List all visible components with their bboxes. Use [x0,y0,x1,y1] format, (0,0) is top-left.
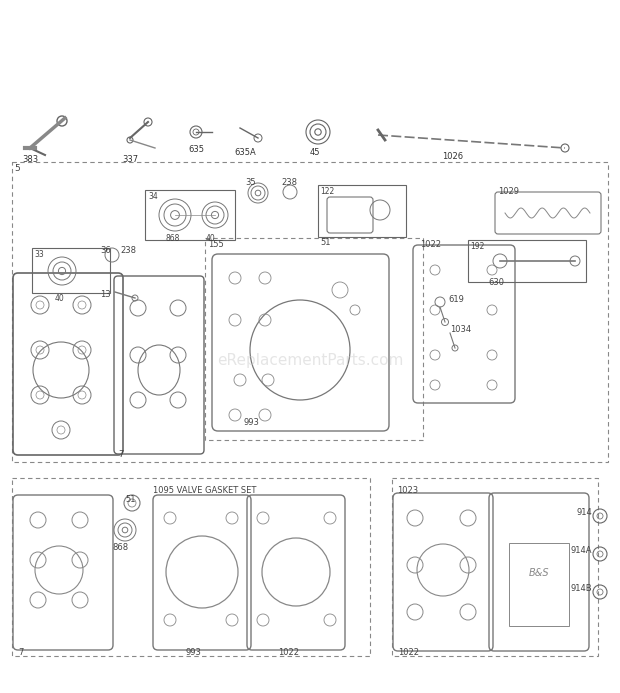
Text: 34: 34 [148,192,157,201]
Text: 1029: 1029 [498,187,519,196]
Text: 993: 993 [185,648,201,657]
Bar [392,478,598,656]
Text: 155: 155 [208,240,224,249]
Text: 36: 36 [100,246,111,255]
Text: 337: 337 [122,155,138,164]
Text: 914: 914 [576,508,592,517]
Text: 1023: 1023 [397,486,418,495]
Text: 868: 868 [112,543,128,552]
Text: 35: 35 [245,178,255,187]
Text: 192: 192 [470,242,484,251]
Bar [468,240,586,282]
Text: 635A: 635A [234,148,255,157]
Bar [205,238,423,440]
Text: eReplacementParts.com: eReplacementParts.com [217,353,403,368]
Text: 868: 868 [165,234,179,243]
Bar [32,248,110,293]
Bar [318,185,406,237]
Text: 40: 40 [206,234,216,243]
Bar [145,190,235,240]
Text: 1026: 1026 [442,152,463,161]
Text: 51: 51 [125,495,136,504]
Text: 914A: 914A [570,546,592,555]
Text: 619: 619 [448,295,464,304]
Text: 5: 5 [14,164,20,173]
Text: 1022: 1022 [278,648,299,657]
Text: 1095 VALVE GASKET SET: 1095 VALVE GASKET SET [153,486,257,495]
Bar [12,478,370,656]
Text: 630: 630 [488,278,504,287]
Text: 45: 45 [310,148,321,157]
Text: 914B: 914B [570,584,592,593]
Text: 122: 122 [320,187,334,196]
Text: 7: 7 [118,450,123,459]
Text: 33: 33 [34,250,44,259]
Bar [12,162,608,462]
Text: 40: 40 [55,294,64,303]
Text: 51: 51 [320,238,330,247]
Text: 993: 993 [243,418,259,427]
Text: 1034: 1034 [450,325,471,334]
Text: 1022: 1022 [398,648,419,657]
Text: 238: 238 [281,178,297,187]
Text: B&S: B&S [529,568,549,578]
Text: 1022: 1022 [420,240,441,249]
Text: 13: 13 [100,290,110,299]
Text: 635: 635 [188,145,204,154]
Text: 238: 238 [120,246,136,255]
Text: 383: 383 [22,155,38,164]
Text: 7: 7 [18,648,24,657]
Bar [509,543,569,626]
